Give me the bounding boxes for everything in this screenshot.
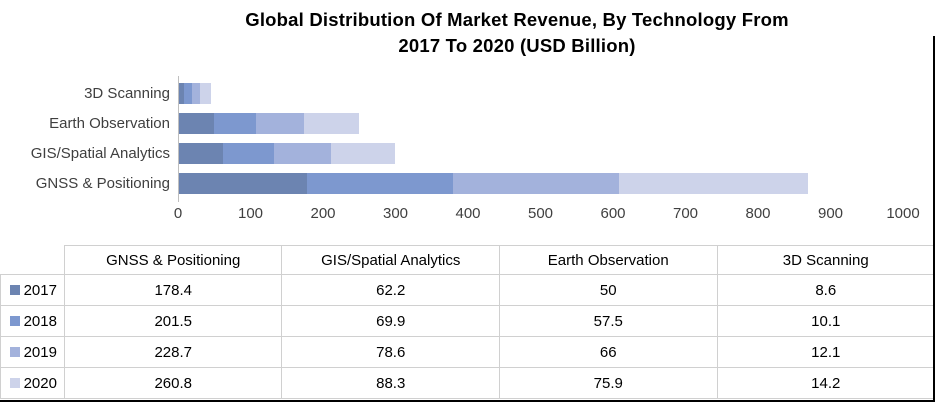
stacked-bar <box>178 172 903 194</box>
x-tick-label: 700 <box>672 205 699 222</box>
x-tick-label: 300 <box>382 205 409 222</box>
category-label: 3D Scanning <box>84 84 170 102</box>
table-value-cell: 69.9 <box>281 305 500 337</box>
bar-rows: 3D Scanning Earth Observation GIS/Spatial … <box>0 78 935 198</box>
table-value-cell: 75.9 <box>498 367 718 399</box>
table-value-cell: 62.2 <box>281 274 500 306</box>
legend-swatch-2018 <box>9 316 20 326</box>
table-value-cell: 12.1 <box>716 336 935 368</box>
stacked-bar <box>178 112 903 134</box>
table-row: 2020 260.8 88.3 75.9 14.2 <box>0 367 935 399</box>
bar-row: 3D Scanning <box>0 78 935 108</box>
bar-segment-2017 <box>178 172 308 194</box>
table-value-cell: 78.6 <box>281 336 500 368</box>
table-column-header: Earth Observation <box>498 245 718 275</box>
table-value-cell: 14.2 <box>716 367 935 399</box>
table-corner-cell <box>0 245 65 275</box>
category-label: Earth Observation <box>49 114 170 132</box>
bar-segment-2018 <box>184 82 192 104</box>
category-label: GNSS & Positioning <box>35 174 170 192</box>
plot-area: 3D Scanning Earth Observation GIS/Spatial … <box>0 78 935 198</box>
stacked-bar <box>178 82 903 104</box>
table-row: 2017 178.4 62.2 50 8.6 <box>0 274 935 306</box>
bar-segment-2018 <box>307 172 454 194</box>
year-label: 2020 <box>23 374 57 392</box>
bar-segment-2019 <box>191 82 201 104</box>
x-tick-label: 900 <box>817 205 844 222</box>
x-tick-label: 800 <box>745 205 771 222</box>
table-column-header: 3D Scanning <box>716 245 935 275</box>
row-header-year: 2018 <box>0 305 65 337</box>
x-tick-label: 100 <box>237 205 264 222</box>
x-axis-tick-labels: 0 100 200 300 400 500 600 700 800 900 1000 <box>174 205 920 225</box>
y-axis-line <box>178 76 179 202</box>
bar-segment-2020 <box>200 82 211 104</box>
x-tick-label: 200 <box>310 205 336 222</box>
data-table: GNSS & Positioning GIS/Spatial Analytics E… <box>0 245 935 399</box>
table-value-cell: 88.3 <box>281 367 500 399</box>
row-header-year: 2020 <box>0 367 65 399</box>
bar-row: GIS/Spatial Analytics <box>0 138 935 168</box>
bar-segment-2018 <box>214 112 256 134</box>
bar-segment-2018 <box>223 142 274 164</box>
table-value-cell: 178.4 <box>63 274 283 306</box>
table-value-cell: 50 <box>498 274 718 306</box>
bar-segment-2017 <box>178 142 224 164</box>
x-tick-label: 1000 <box>886 205 920 222</box>
bar-segment-2020 <box>303 112 359 134</box>
table-column-header: GNSS & Positioning <box>63 245 283 275</box>
table-value-cell: 201.5 <box>63 305 283 337</box>
table-row: 2019 228.7 78.6 66 12.1 <box>0 336 935 368</box>
table-value-cell: 10.1 <box>716 305 935 337</box>
bar-segment-2017 <box>178 112 215 134</box>
legend-swatch-2020 <box>9 378 20 388</box>
row-header-year: 2019 <box>0 336 65 368</box>
bar-segment-2020 <box>330 142 395 164</box>
table-value-cell: 228.7 <box>63 336 283 368</box>
legend-swatch-2017 <box>9 285 20 295</box>
year-label: 2019 <box>23 343 57 361</box>
x-tick-label: 0 <box>173 205 183 222</box>
legend-swatch-2019 <box>9 347 20 357</box>
bar-segment-2019 <box>255 112 304 134</box>
table-value-cell: 66 <box>498 336 718 368</box>
bar-row: Earth Observation <box>0 108 935 138</box>
year-label: 2018 <box>23 312 57 330</box>
table-value-cell: 8.6 <box>716 274 935 306</box>
chart-title-line2: 2017 To 2020 (USD Billion) <box>398 35 636 56</box>
table-column-header: GIS/Spatial Analytics <box>281 245 500 275</box>
stacked-bar <box>178 142 903 164</box>
x-tick-label: 600 <box>600 205 626 222</box>
x-tick-label: 500 <box>527 205 554 222</box>
year-label: 2017 <box>23 281 57 299</box>
table-value-cell: 57.5 <box>498 305 718 337</box>
bar-segment-2019 <box>453 172 620 194</box>
table-row: 2018 201.5 69.9 57.5 10.1 <box>0 305 935 337</box>
x-tick-label: 400 <box>455 205 481 222</box>
bar-segment-2020 <box>619 172 809 194</box>
data-table-header: GNSS & Positioning GIS/Spatial Analytics E… <box>0 245 935 275</box>
bar-row: GNSS & Positioning <box>0 168 935 198</box>
row-header-year: 2017 <box>0 274 65 306</box>
chart-title-line1: Global Distribution Of Market Revenue, B… <box>245 9 789 30</box>
chart-title: Global Distribution Of Market Revenue, B… <box>99 7 935 59</box>
bar-segment-2017 <box>178 82 185 104</box>
category-label: GIS/Spatial Analytics <box>30 144 170 162</box>
table-value-cell: 260.8 <box>63 367 283 399</box>
bar-segment-2019 <box>273 142 331 164</box>
